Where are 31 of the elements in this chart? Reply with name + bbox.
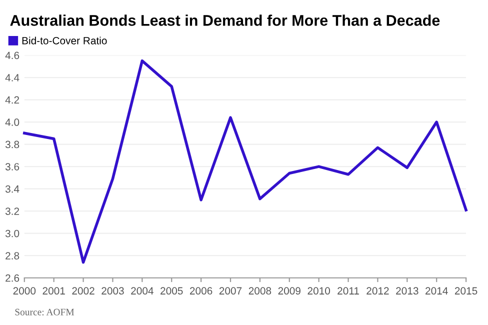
x-tick-label: 2008 bbox=[248, 287, 272, 295]
x-tick-label: 2013 bbox=[396, 287, 418, 295]
y-tick-label: 3.6 bbox=[5, 163, 20, 170]
y-tick-label: 4.2 bbox=[5, 96, 20, 104]
y-tick-label: 2.8 bbox=[6, 252, 20, 260]
x-tick-label: 2015 bbox=[454, 287, 478, 295]
x-tick-label: 2006 bbox=[190, 287, 212, 295]
y-tick-label: 4.6 bbox=[5, 52, 20, 60]
y-tick-label: 3.2 bbox=[5, 208, 20, 215]
y-tick-label: 4.4 bbox=[5, 74, 20, 82]
x-tick-label: 2009 bbox=[278, 287, 300, 295]
x-tick-label: 2012 bbox=[366, 287, 389, 295]
x-tick-label: 2002 bbox=[72, 287, 94, 295]
x-tick-label: 2010 bbox=[308, 287, 330, 295]
y-tick-label: 3.0 bbox=[5, 230, 20, 238]
y-tick-label: 4.0 bbox=[5, 118, 20, 126]
line-series bbox=[23, 59, 468, 264]
y-tick-label: 3.4 bbox=[5, 185, 20, 193]
x-tick-label: 2005 bbox=[160, 287, 183, 295]
y-tick-label: 3.8 bbox=[5, 140, 20, 148]
x-tick-label: 2003 bbox=[102, 287, 124, 295]
x-tick-label: 2004 bbox=[131, 287, 154, 295]
legend-label: Bid-to-Cover Ratio bbox=[22, 36, 107, 44]
chart-title: Australian Bonds Least in Demand for More Than a Decade bbox=[10, 14, 440, 26]
source-note: Source: AOFM bbox=[15, 308, 74, 316]
x-tick-label: 2014 bbox=[426, 287, 448, 295]
x-tick-label: 2011 bbox=[338, 287, 359, 295]
x-tick-label: 2001 bbox=[42, 287, 65, 295]
x-tick-label: 2007 bbox=[219, 287, 242, 295]
x-tick-label: 2000 bbox=[13, 287, 36, 295]
y-tick-label: 2.6 bbox=[6, 274, 20, 282]
